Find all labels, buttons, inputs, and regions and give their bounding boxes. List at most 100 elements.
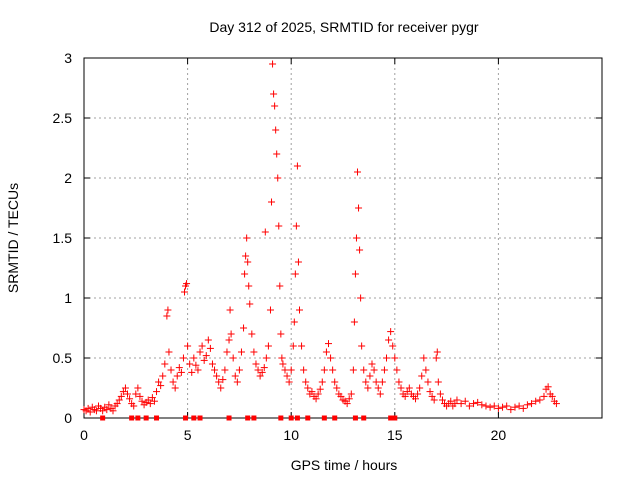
data-point: [171, 384, 179, 392]
data-point: [266, 306, 274, 314]
data-point: [198, 342, 206, 350]
data-point: [387, 328, 395, 336]
data-point: [121, 384, 129, 392]
data-point: [552, 400, 560, 408]
data-point: [177, 368, 185, 376]
data-point: [261, 228, 269, 236]
x-tick-label: 0: [80, 427, 88, 443]
data-point: [105, 401, 113, 409]
data-point: [202, 352, 210, 360]
data-point: [331, 378, 339, 386]
data-point: [350, 318, 358, 326]
data-point: [258, 368, 266, 376]
data-point: [117, 392, 125, 400]
data-point: [179, 354, 187, 362]
data-point: [221, 366, 229, 374]
data-point: [536, 396, 544, 404]
data-point: [374, 384, 382, 392]
data-point: [327, 354, 335, 362]
y-tick-label: 2.5: [53, 110, 73, 126]
data-point: [453, 396, 461, 404]
data-point: [270, 90, 278, 98]
data-point: [148, 394, 156, 402]
data-point: [84, 404, 92, 412]
data-point: [194, 366, 202, 374]
data-point: [451, 400, 459, 408]
data-point: [175, 364, 183, 372]
data-point: [281, 366, 289, 374]
data-point: [231, 372, 239, 380]
zero-marker: [332, 415, 338, 421]
data-point: [283, 372, 291, 380]
data-point: [316, 385, 324, 393]
data-point: [159, 372, 167, 380]
data-point: [357, 294, 365, 302]
x-tick-label: 15: [387, 427, 403, 443]
zero-marker: [321, 415, 327, 421]
data-point: [184, 342, 192, 350]
data-point: [213, 372, 221, 380]
data-point: [200, 356, 208, 364]
data-point: [103, 406, 111, 414]
data-point: [540, 392, 548, 400]
data-point: [320, 366, 328, 374]
data-point: [275, 222, 283, 230]
data-point: [173, 372, 181, 380]
data-point: [146, 400, 154, 408]
data-point: [418, 372, 426, 380]
zero-marker: [245, 415, 251, 421]
data-point: [124, 390, 132, 398]
data-point: [422, 366, 430, 374]
data-point: [219, 376, 227, 384]
zero-marker: [143, 415, 149, 421]
data-point: [322, 348, 330, 356]
data-point: [324, 340, 332, 348]
data-point: [447, 397, 455, 405]
data-point: [278, 354, 286, 362]
data-point: [243, 234, 251, 242]
data-point: [532, 397, 540, 405]
zero-marker: [154, 415, 160, 421]
zero-marker: [129, 415, 135, 421]
data-point: [548, 392, 556, 400]
data-point: [461, 397, 469, 405]
data-point: [92, 407, 100, 415]
x-tick-label: 5: [184, 427, 192, 443]
data-point: [204, 336, 212, 344]
data-point: [401, 392, 409, 400]
data-point: [397, 384, 405, 392]
data-points: [80, 60, 560, 421]
y-tick-label: 1: [64, 290, 72, 306]
data-point: [490, 402, 498, 410]
data-point: [235, 366, 243, 374]
data-point: [99, 407, 107, 415]
data-point: [190, 354, 198, 362]
data-point: [436, 390, 444, 398]
data-point: [271, 102, 279, 110]
data-point: [192, 361, 200, 369]
data-point: [470, 400, 478, 408]
data-point: [370, 366, 378, 374]
data-point: [372, 378, 380, 386]
data-point: [276, 282, 284, 290]
data-point: [237, 348, 245, 356]
data-point: [233, 378, 241, 386]
chart-title: Day 312 of 2025, SRMTID for receiver pyg…: [209, 19, 479, 35]
data-point: [256, 372, 264, 380]
zero-marker: [392, 415, 398, 421]
data-point: [312, 395, 320, 403]
data-point: [434, 378, 442, 386]
zero-marker: [197, 415, 203, 421]
data-point: [318, 378, 326, 386]
y-axis-label: SRMTID / TECUs: [5, 183, 21, 293]
data-point: [240, 324, 248, 332]
x-axis-ticks: 0 5 10 15 20: [80, 58, 506, 443]
data-point: [482, 402, 490, 410]
zero-marker: [251, 415, 257, 421]
data-point: [519, 404, 527, 412]
data-point: [507, 406, 515, 414]
data-point: [343, 400, 351, 408]
data-point: [430, 396, 438, 404]
data-point: [109, 407, 117, 415]
data-point: [153, 388, 161, 396]
